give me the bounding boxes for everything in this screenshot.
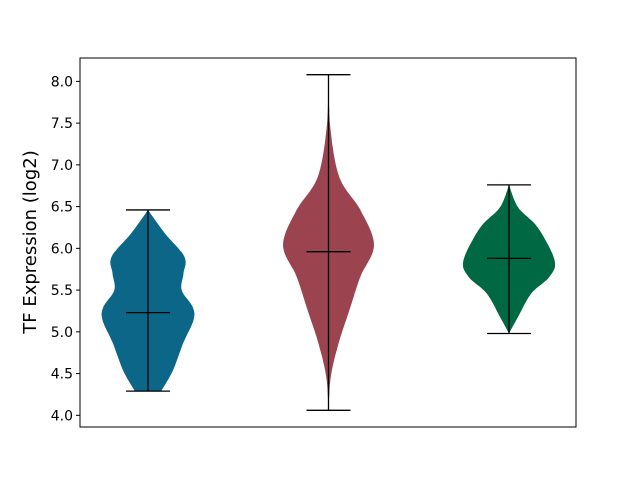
y-tick-label: 6.5 xyxy=(51,200,73,216)
violins xyxy=(101,74,556,411)
y-tick-label: 4.5 xyxy=(51,367,73,383)
y-tick-label: 7.0 xyxy=(51,158,73,174)
y-tick-label: 4.0 xyxy=(51,408,73,424)
plot-frame xyxy=(79,57,577,428)
y-tick-label: 6.0 xyxy=(51,241,73,257)
y-axis-label: TF Expression (log2) xyxy=(20,150,41,334)
y-tick-label: 8.0 xyxy=(51,74,73,90)
y-tick-label: 7.5 xyxy=(51,116,73,132)
y-axis: 4.0 4.5 5.0 5.5 6.0 6.5 7.0 7.5 8.0 xyxy=(51,74,80,424)
y-tick-label: 5.5 xyxy=(51,283,73,299)
y-tick-label: 5.0 xyxy=(51,325,73,341)
